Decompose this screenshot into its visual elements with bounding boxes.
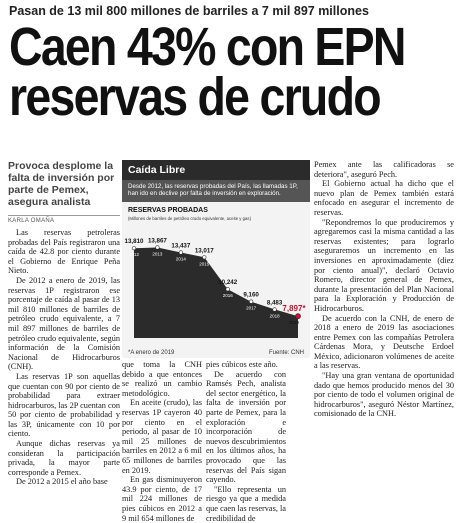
data-label: 13,810 [125,238,144,245]
byline: KARLA OMAÑA [8,218,55,224]
chart-unit-label: (Millones de barriles de petróleo crudo … [128,216,252,221]
data-point [272,307,277,312]
data-point [131,246,137,251]
chart-box-title: Caída Libre [128,164,186,176]
kicker: Pasan de 13 mil 800 millones de barriles… [9,4,369,18]
data-label: 10,242 [218,279,237,286]
data-label: 7,897* [282,304,306,313]
chart-box: Caída Libre Desde 2012, las reservas pro… [122,160,310,358]
deck: Provoca desplome la falta de inversión p… [8,160,115,208]
reserves-area-chart: RESERVAS PROBADAS (Millones de barriles … [125,207,307,356]
paragraph: que toma la CNH debido a que entonces se… [122,360,202,398]
paragraph: pies cúbicos este año. [206,360,278,369]
year-label: 2015 [199,261,210,266]
column-3: pies cúbicos este año. De acuerdo con Ra… [206,360,286,523]
paragraph: Las reservas petroleras probadas del Paí… [8,228,120,276]
column-right: Pemex ante las calificadoras se deterior… [314,160,454,419]
year-label: 2014 [176,256,187,261]
year-label: 2018 [270,313,281,318]
paragraph: "Hay una gran ventana de oportunidad dad… [314,371,454,419]
data-label: 13,437 [171,242,190,249]
year-label: 2016 [223,293,234,298]
data-label: 8,483 [267,299,283,306]
paragraph: Aunque dichas reservas ya consideran la … [8,439,120,477]
chart-header: Caída Libre [122,162,310,180]
paragraph: De 2012 a enero de 2019, las reservas 1P… [8,275,120,372]
column-2: que toma la CNH debido a que entonces se… [122,360,202,523]
chart-subtitle: Desde 2012, las reservas probadas del Pa… [122,180,310,202]
column-1: Las reservas petroleras probadas del Paí… [8,228,120,487]
paragraph: "Ello representa un riesgo ya que a medi… [206,484,286,523]
paragraph: Las reservas 1P son aquellas que cuentan… [8,371,120,439]
data-label: 13,867 [148,238,167,245]
paragraph: El Gobierno actual ha dicho que el nuevo… [314,179,454,217]
paragraph: En gas disminuyeron 43.9 por ciento, de … [122,475,202,523]
area-series [134,247,298,338]
data-point [202,255,207,260]
headline-line2: reservas de crudo [9,67,382,127]
year-label: 2013 [152,252,163,257]
year-label: 2012 [129,252,140,257]
paragraph: De acuerdo con la CNH, de enero de 2018 … [314,313,454,371]
chart-footnote: *A enero de 2019 [128,350,175,356]
data-point [249,299,254,304]
data-label: 9,160 [243,292,259,299]
year-label: 2019 [289,320,300,325]
data-label: 13,017 [195,247,214,254]
byline-rule [8,215,120,216]
data-point [225,287,230,292]
data-point [295,313,301,320]
data-point [155,245,160,250]
paragraph: "Repondremos lo que produciremos y agreg… [314,217,454,313]
data-point [178,250,183,255]
paragraph: De acuerdo con Ramsés Pech, analista del… [206,369,286,485]
headline: Caen 43% con EPN reservas de crudo [9,17,406,127]
paragraph: En aceite (crudo), las reservas 1P cayer… [122,398,202,475]
paragraph: Pemex ante las calificadoras se deterior… [314,160,454,179]
headline-line1: Caen 43% con EPN [9,17,406,77]
chart-title: RESERVAS PROBADAS [128,207,208,214]
paragraph: De 2012 a 2015 el año base [16,477,108,487]
chart-source: Fuente: CNH [269,350,304,356]
year-label: 2017 [246,306,257,311]
